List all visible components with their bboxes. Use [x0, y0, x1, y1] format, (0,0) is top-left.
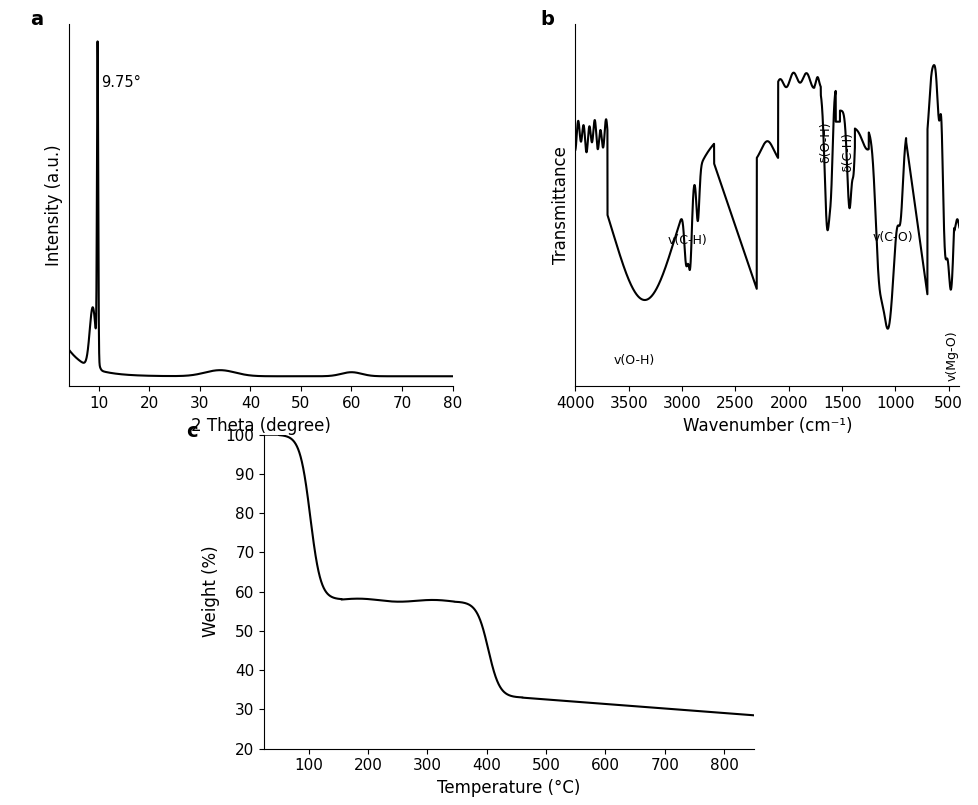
Text: δ(O-H): δ(O-H) [819, 122, 831, 163]
Text: 9.75°: 9.75° [102, 76, 141, 90]
X-axis label: Wavenumber (cm⁻¹): Wavenumber (cm⁻¹) [682, 417, 851, 435]
Text: c: c [186, 422, 198, 441]
Text: b: b [540, 10, 555, 29]
Text: v(C-O): v(C-O) [872, 231, 912, 244]
Y-axis label: Weight (%): Weight (%) [202, 546, 220, 638]
Text: δ(C-H): δ(C-H) [840, 132, 853, 171]
Y-axis label: Intensity (a.u.): Intensity (a.u.) [45, 144, 63, 266]
Text: a: a [30, 10, 43, 29]
X-axis label: 2 Theta (degree): 2 Theta (degree) [191, 417, 331, 435]
Text: v(Mg-O): v(Mg-O) [945, 331, 957, 382]
Text: v(O-H): v(O-H) [613, 354, 654, 367]
Y-axis label: Transmittance: Transmittance [552, 147, 569, 264]
Text: v(C-H): v(C-H) [667, 234, 706, 247]
X-axis label: Temperature (°C): Temperature (°C) [437, 779, 580, 797]
